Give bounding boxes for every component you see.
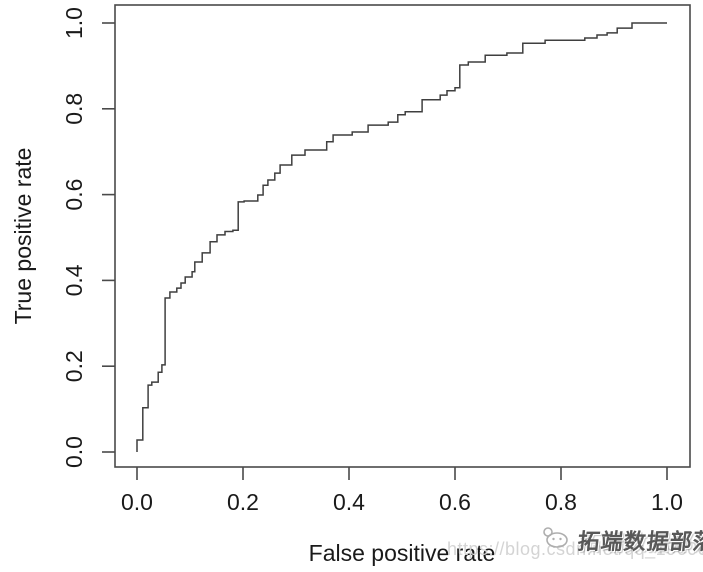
x-tick-label: 0.0	[121, 489, 153, 515]
y-tick-label: 0.2	[61, 350, 87, 382]
x-tick-label: 0.8	[545, 489, 577, 515]
watermark-brand-text: 拓端数据部落	[576, 529, 703, 554]
x-tick-label: 0.4	[333, 489, 365, 515]
watermark-brand: 拓端数据部落	[540, 524, 703, 556]
y-tick-label: 0.8	[61, 93, 87, 125]
y-tick-label: 0.0	[61, 436, 87, 468]
x-axis-title: False positive rate	[309, 540, 496, 566]
y-axis-ticks: 0.0 0.2 0.4 0.6 0.8 1.0	[61, 7, 115, 468]
x-tick-label: 0.6	[439, 489, 471, 515]
x-tick-label: 1.0	[651, 489, 683, 515]
y-tick-label: 1.0	[61, 7, 87, 39]
x-axis-ticks: 0.0 0.2 0.4 0.6 0.8 1.0	[121, 467, 683, 515]
plot-box	[114, 4, 691, 468]
y-tick-label: 0.6	[61, 179, 87, 211]
y-tick-label: 0.4	[61, 264, 87, 296]
y-axis-title: True positive rate	[10, 148, 36, 325]
watermark-url: https://blog.csdn.net/qq_19600291	[447, 539, 703, 559]
x-tick-label: 0.2	[227, 489, 259, 515]
tuoduan-logo-icon	[540, 525, 572, 556]
roc-curve	[136, 22, 667, 452]
